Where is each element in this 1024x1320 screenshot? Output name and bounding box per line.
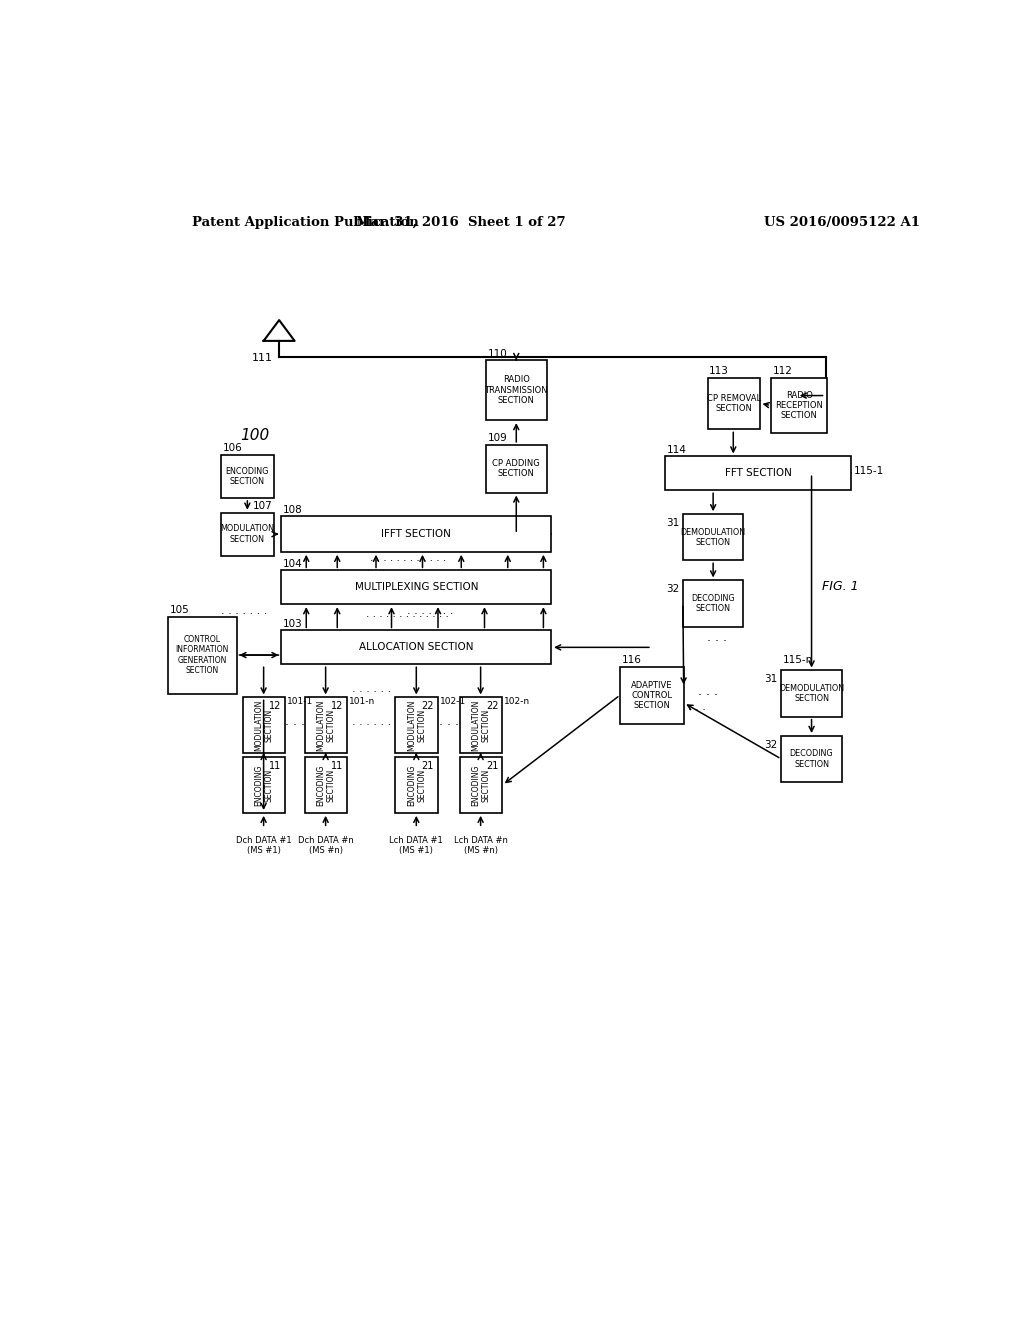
Text: 110: 110 [487, 348, 507, 359]
Text: 12: 12 [331, 701, 343, 711]
Bar [708, 378, 760, 429]
Text: ENCODING
SECTION: ENCODING SECTION [316, 764, 336, 807]
Text: DECODING
SECTION: DECODING SECTION [691, 594, 735, 614]
Text: · · ·: · · · [285, 718, 304, 731]
Bar [305, 697, 347, 752]
Bar [282, 570, 551, 605]
Text: · · · · · · ·: · · · · · · · [408, 609, 454, 619]
Text: ALLOCATION SECTION: ALLOCATION SECTION [359, 643, 473, 652]
Bar [665, 457, 851, 490]
Text: 113: 113 [710, 367, 729, 376]
Bar [460, 697, 503, 752]
Text: 114: 114 [667, 445, 686, 455]
Text: Lch DATA #n
(MS #n): Lch DATA #n (MS #n) [454, 836, 508, 855]
Bar [683, 581, 743, 627]
Text: 100: 100 [241, 428, 269, 444]
Text: ADAPTIVE
CONTROL
SECTION: ADAPTIVE CONTROL SECTION [631, 681, 673, 710]
Text: · · · · · · · · · · · · ·: · · · · · · · · · · · · · [366, 612, 449, 622]
Text: RADIO
TRANSMISSION
SECTION: RADIO TRANSMISSION SECTION [484, 375, 548, 405]
Text: DEMODULATION
SECTION: DEMODULATION SECTION [779, 684, 844, 704]
Text: Patent Application Publication: Patent Application Publication [191, 215, 418, 228]
Text: Mar. 31, 2016  Sheet 1 of 27: Mar. 31, 2016 Sheet 1 of 27 [356, 215, 566, 228]
Text: Lch DATA #1
(MS #1): Lch DATA #1 (MS #1) [389, 836, 443, 855]
Text: · · ·: · · · [697, 689, 718, 702]
Bar [486, 445, 547, 492]
Text: ENCODING
SECTION: ENCODING SECTION [254, 764, 273, 807]
Text: CP REMOVAL
SECTION: CP REMOVAL SECTION [707, 393, 761, 413]
Bar [221, 512, 273, 556]
Text: DEMODULATION
SECTION: DEMODULATION SECTION [681, 528, 745, 546]
Text: 32: 32 [666, 585, 679, 594]
Bar [282, 516, 551, 552]
Text: CP ADDING
SECTION: CP ADDING SECTION [493, 459, 540, 478]
Text: DECODING
SECTION: DECODING SECTION [790, 750, 834, 768]
Text: · · · · · ·: · · · · · · [351, 721, 391, 730]
Text: 102-1: 102-1 [439, 697, 466, 706]
Bar [771, 378, 827, 433]
Text: 22: 22 [486, 701, 499, 711]
Text: 12: 12 [269, 701, 282, 711]
Text: · · ·: · · · [687, 705, 706, 715]
Bar [395, 697, 438, 752]
Text: MODULATION
SECTION: MODULATION SECTION [220, 524, 274, 544]
Text: ENCODING
SECTION: ENCODING SECTION [407, 764, 426, 807]
Bar [221, 455, 273, 498]
Text: 103: 103 [283, 619, 303, 628]
Text: ENCODING
SECTION: ENCODING SECTION [471, 764, 490, 807]
Text: US 2016/0095122 A1: US 2016/0095122 A1 [764, 215, 920, 228]
Bar [460, 758, 503, 813]
Text: 21: 21 [422, 762, 434, 771]
Text: 31: 31 [764, 675, 777, 684]
Text: 32: 32 [764, 739, 777, 750]
Text: IFFT SECTION: IFFT SECTION [381, 529, 452, 539]
Text: ENCODING
SECTION: ENCODING SECTION [225, 467, 269, 486]
Text: 115-n: 115-n [783, 655, 813, 665]
Bar [243, 697, 286, 752]
Text: 109: 109 [487, 433, 507, 444]
Text: 101-1: 101-1 [287, 697, 313, 706]
Text: 21: 21 [486, 762, 499, 771]
Text: 108: 108 [283, 506, 303, 515]
Text: RADIO
RECEPTION
SECTION: RADIO RECEPTION SECTION [775, 391, 823, 421]
Text: 104: 104 [283, 558, 303, 569]
Text: 31: 31 [666, 517, 679, 528]
Bar [683, 515, 743, 561]
Text: 102-n: 102-n [504, 697, 530, 706]
Text: MODULATION
SECTION: MODULATION SECTION [407, 700, 426, 751]
Text: 105: 105 [170, 605, 189, 615]
Text: MODULATION
SECTION: MODULATION SECTION [254, 700, 273, 751]
Text: MODULATION
SECTION: MODULATION SECTION [316, 700, 336, 751]
Bar [305, 758, 347, 813]
Text: 106: 106 [222, 444, 243, 453]
Text: 22: 22 [422, 701, 434, 711]
Text: · · · · · · ·: · · · · · · · [221, 609, 267, 619]
Bar [781, 737, 842, 781]
Text: 11: 11 [331, 762, 343, 771]
Text: FIG. 1: FIG. 1 [821, 581, 858, 594]
Bar [621, 667, 684, 725]
Text: FFT SECTION: FFT SECTION [725, 469, 792, 478]
Text: MODULATION
SECTION: MODULATION SECTION [471, 700, 490, 751]
Bar [395, 758, 438, 813]
Text: MULTIPLEXING SECTION: MULTIPLEXING SECTION [354, 582, 478, 593]
Text: 11: 11 [269, 762, 282, 771]
Text: · · ·: · · · [707, 635, 727, 648]
Text: Dch DATA #1
(MS #1): Dch DATA #1 (MS #1) [236, 836, 292, 855]
Text: · · · · · ·: · · · · · · [351, 688, 391, 697]
Bar [168, 616, 237, 693]
Text: 115-1: 115-1 [854, 466, 885, 475]
Bar [781, 671, 842, 717]
Text: 101-n: 101-n [349, 697, 375, 706]
Text: 116: 116 [622, 655, 642, 665]
Text: 112: 112 [773, 367, 793, 376]
Bar [282, 631, 551, 664]
Text: 107: 107 [252, 502, 272, 511]
Text: CONTROL
INFORMATION
GENERATION
SECTION: CONTROL INFORMATION GENERATION SECTION [176, 635, 229, 675]
Bar [243, 758, 286, 813]
Text: · · · · · · · · · · · ·: · · · · · · · · · · · · [371, 556, 446, 566]
Text: 111: 111 [252, 354, 273, 363]
Text: Dch DATA #n
(MS #n): Dch DATA #n (MS #n) [298, 836, 353, 855]
Bar [486, 360, 547, 420]
Text: · · ·: · · · [439, 718, 459, 731]
